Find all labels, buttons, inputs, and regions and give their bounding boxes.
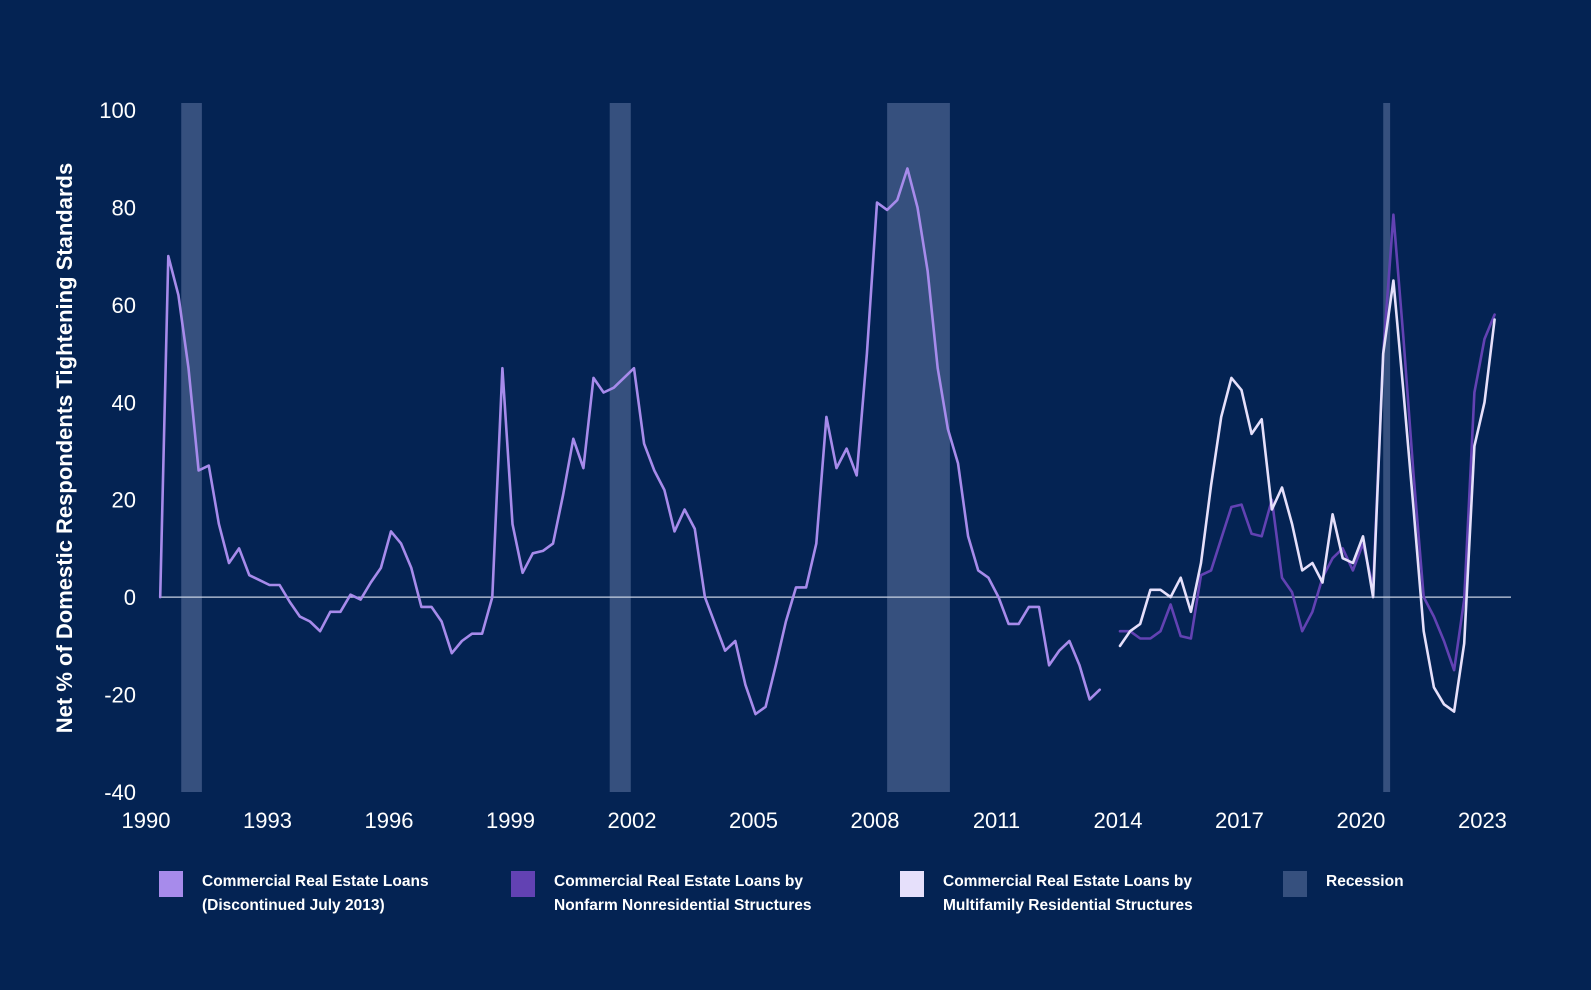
series-line-0 bbox=[158, 167, 1101, 716]
x-tick-label: 1993 bbox=[243, 808, 292, 833]
x-tick-label: 2017 bbox=[1215, 808, 1264, 833]
legend-label-line2: Multifamily Residential Structures bbox=[943, 897, 1193, 914]
y-tick-label: 40 bbox=[112, 390, 136, 415]
legend-swatch bbox=[1283, 871, 1307, 897]
legend-swatch bbox=[900, 871, 924, 897]
legend-item-multifamily: Commercial Real Estate Loans by Multifam… bbox=[900, 870, 1193, 918]
legend: Commercial Real Estate Loans (Discontinu… bbox=[0, 870, 1591, 930]
legend-label-recession: Recession bbox=[1326, 873, 1404, 890]
x-tick-label: 2020 bbox=[1336, 808, 1385, 833]
legend-item-recession: Recession bbox=[1283, 870, 1404, 897]
legend-swatch bbox=[511, 871, 535, 897]
x-tick-label: 2023 bbox=[1458, 808, 1507, 833]
x-tick-label: 2011 bbox=[973, 808, 1020, 833]
recession-band-3 bbox=[1383, 103, 1391, 792]
y-tick-label: -20 bbox=[104, 683, 136, 708]
x-axis-ticks: 1990 1993 1996 1999 2002 2005 2008 2011 2014 2017… bbox=[122, 808, 1507, 833]
legend-item-cre-loans: Commercial Real Estate Loans (Discontinu… bbox=[159, 870, 429, 918]
x-tick-label: 1996 bbox=[365, 808, 414, 833]
x-tick-label: 2008 bbox=[850, 808, 899, 833]
recession-bands bbox=[181, 103, 1391, 792]
series-line-1 bbox=[1118, 213, 1496, 672]
recession-band-0 bbox=[181, 103, 202, 792]
x-tick-label: 2002 bbox=[608, 808, 657, 833]
legend-label-line1: Commercial Real Estate Loans by bbox=[554, 873, 803, 890]
y-tick-label: 20 bbox=[112, 488, 136, 513]
y-axis-ticks: -40 -20 0 20 40 60 80 100 bbox=[99, 98, 136, 805]
legend-label-line1: Commercial Real Estate Loans bbox=[202, 873, 429, 890]
series-lines bbox=[158, 167, 1496, 716]
legend-item-nonfarm: Commercial Real Estate Loans by Nonfarm … bbox=[511, 870, 812, 918]
legend-swatch bbox=[159, 871, 183, 897]
x-tick-label: 2005 bbox=[729, 808, 778, 833]
legend-label-line1: Commercial Real Estate Loans by bbox=[943, 873, 1192, 890]
x-tick-label: 2014 bbox=[1093, 808, 1142, 833]
y-tick-label: 100 bbox=[99, 98, 136, 123]
y-tick-label: 0 bbox=[124, 585, 136, 610]
y-tick-label: -40 bbox=[104, 780, 136, 805]
legend-label-line2: (Discontinued July 2013) bbox=[202, 897, 385, 914]
y-tick-label: 60 bbox=[112, 293, 136, 318]
y-axis-label: Net % of Domestic Respondents Tightening… bbox=[52, 163, 77, 733]
series-line-2 bbox=[1118, 279, 1496, 713]
x-tick-label: 1999 bbox=[486, 808, 535, 833]
y-tick-label: 80 bbox=[112, 195, 136, 220]
legend-label-line2: Nonfarm Nonresidential Structures bbox=[554, 897, 812, 914]
recession-band-1 bbox=[609, 103, 631, 792]
x-tick-label: 1990 bbox=[122, 808, 171, 833]
